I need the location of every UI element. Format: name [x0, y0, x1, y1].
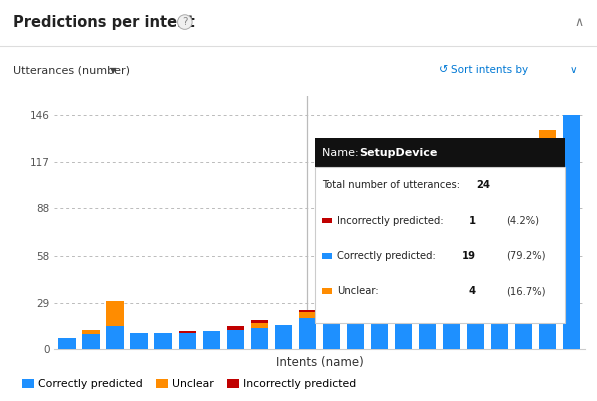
Bar	[106, 301, 124, 326]
Text: Predictions per intent: Predictions per intent	[13, 14, 195, 30]
Bar	[347, 306, 364, 349]
Bar	[251, 323, 268, 328]
Bar	[347, 301, 364, 306]
Bar	[371, 306, 388, 349]
Text: SetupDevice: SetupDevice	[359, 148, 438, 158]
Bar	[515, 148, 533, 349]
Text: 19: 19	[461, 251, 476, 261]
Text: Utterances (number): Utterances (number)	[13, 65, 130, 75]
Bar	[323, 312, 340, 315]
Bar	[298, 312, 316, 318]
Bar	[395, 304, 412, 349]
Bar	[515, 143, 533, 148]
Bar	[298, 310, 316, 312]
Text: Total number of utterances:: Total number of utterances:	[322, 180, 460, 190]
Text: 24: 24	[476, 180, 490, 190]
Text: ∧: ∧	[575, 16, 584, 28]
Bar	[298, 318, 316, 349]
Text: (79.2%): (79.2%)	[506, 251, 545, 261]
Bar	[59, 338, 76, 349]
Bar	[179, 333, 196, 349]
Bar	[155, 333, 172, 349]
Bar	[82, 330, 100, 334]
Bar	[491, 157, 509, 349]
Text: Name:: Name:	[322, 148, 362, 158]
X-axis label: Intents (name): Intents (name)	[276, 356, 363, 369]
Bar	[563, 115, 580, 349]
Bar	[419, 304, 436, 349]
Bar	[275, 325, 292, 349]
Text: (4.2%): (4.2%)	[506, 216, 538, 226]
Text: ▼: ▼	[110, 66, 117, 75]
Bar	[202, 331, 220, 349]
Bar	[227, 330, 244, 349]
Bar	[130, 333, 147, 349]
Bar	[539, 130, 556, 143]
Bar	[106, 326, 124, 349]
Text: ?: ?	[182, 17, 187, 27]
Legend: Correctly predicted, Unclear, Incorrectly predicted: Correctly predicted, Unclear, Incorrectl…	[17, 375, 361, 393]
Bar	[251, 328, 268, 349]
Text: ∨: ∨	[570, 65, 578, 75]
Text: (16.7%): (16.7%)	[506, 286, 545, 296]
Bar	[539, 143, 556, 349]
Text: Incorrectly predicted:: Incorrectly predicted:	[337, 216, 444, 226]
Bar	[82, 334, 100, 349]
Text: 4: 4	[469, 286, 476, 296]
Bar	[251, 320, 268, 323]
Bar	[323, 315, 340, 349]
Bar	[443, 304, 460, 349]
Bar	[467, 304, 484, 349]
Text: ↺: ↺	[439, 65, 448, 75]
Text: 1: 1	[469, 216, 476, 226]
Text: Sort intents by: Sort intents by	[451, 65, 528, 75]
Text: Correctly predicted:: Correctly predicted:	[337, 251, 436, 261]
Bar	[179, 331, 196, 333]
Text: Unclear:: Unclear:	[337, 286, 379, 296]
Bar	[371, 301, 388, 306]
Bar	[227, 326, 244, 330]
